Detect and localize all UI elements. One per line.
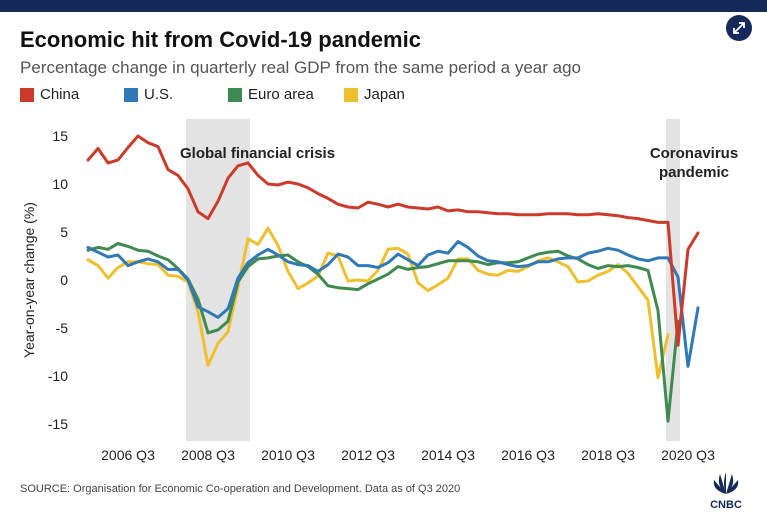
expand-arrows-icon [733, 22, 745, 34]
x-tick-label: 2020 Q3 [661, 447, 715, 463]
x-tick-label: 2018 Q3 [581, 447, 635, 463]
series-lines [86, 134, 700, 423]
legend-swatch-japan [344, 87, 358, 102]
legend-label-china: China [40, 86, 80, 103]
legend-swatch-euro-area [228, 87, 242, 102]
legend-item-euro-area: Euro area [228, 86, 314, 103]
y-tick-label: 15 [52, 128, 68, 144]
x-tick-label: 2014 Q3 [421, 447, 475, 463]
legend-label-us: U.S. [144, 86, 174, 103]
series-line-u-s [86, 240, 700, 368]
legend-item-japan: Japan [344, 86, 405, 103]
legend-swatch-china [20, 87, 34, 102]
legend-label-japan: Japan [364, 86, 405, 103]
y-axis-label: Year-on-year change (%) [21, 202, 37, 358]
expand-button[interactable] [726, 15, 752, 41]
y-tick-label: -15 [48, 416, 68, 432]
x-axis: 2006 Q3 2008 Q3 2010 Q3 2012 Q3 2014 Q3 2016 … [101, 447, 715, 463]
y-tick-label: -10 [48, 368, 68, 384]
series-line-japan [86, 226, 670, 380]
gdp-line-chart: 15 10 5 0 -5 -10 -15 Year-on-year change (%) 20… [21, 119, 738, 463]
x-tick-label: 2006 Q3 [101, 447, 155, 463]
logo-text: CNBC [710, 499, 742, 511]
annotations: Global financial crisis Coronavirus pandem… [180, 145, 738, 181]
x-tick-label: 2016 Q3 [501, 447, 555, 463]
y-tick-label: -5 [56, 320, 69, 336]
annotation-financial-crisis: Global financial crisis [180, 145, 335, 162]
chart-subtitle: Percentage change in quarterly real GDP … [20, 58, 581, 77]
chart-title: Economic hit from Covid-19 pandemic [20, 27, 421, 52]
peacock-logo-icon [713, 472, 739, 494]
legend-item-us: U.S. [124, 86, 173, 103]
x-tick-label: 2008 Q3 [181, 447, 235, 463]
top-brand-bar [0, 0, 767, 12]
annotation-coronavirus-pandemic: Coronavirus pandemic [650, 145, 738, 181]
x-tick-label: 2012 Q3 [341, 447, 395, 463]
x-tick-label: 2010 Q3 [261, 447, 315, 463]
series-line-china [86, 134, 700, 347]
y-tick-label: 5 [60, 224, 68, 240]
y-tick-label: 0 [60, 272, 68, 288]
cnbc-logo: CNBC [710, 472, 742, 511]
legend-swatch-us [124, 87, 138, 102]
legend-label-euro-area: Euro area [248, 86, 314, 103]
legend-item-china: China [20, 86, 79, 103]
source-note: SOURCE: Organisation for Economic Co-ope… [20, 483, 461, 495]
y-tick-label: 10 [52, 176, 68, 192]
y-axis: 15 10 5 0 -5 -10 -15 Year-on-year change (%) [21, 128, 68, 432]
shaded-periods [186, 119, 680, 441]
